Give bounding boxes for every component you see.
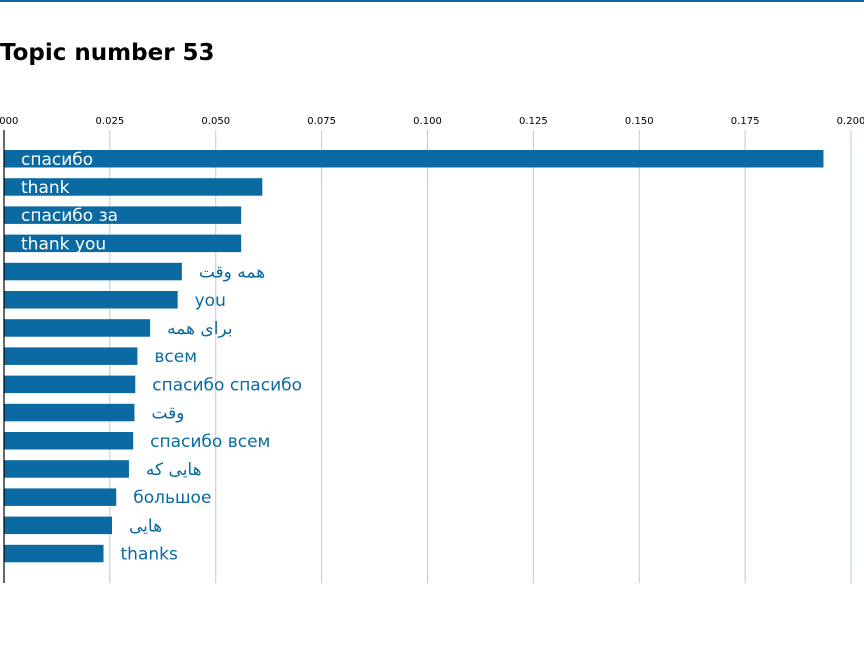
bar xyxy=(4,291,178,309)
bar-label: большое xyxy=(133,488,211,508)
bar xyxy=(4,234,242,253)
x-tick-label: 0.175 xyxy=(731,116,760,127)
bar xyxy=(4,460,129,478)
bar-label: هایی که xyxy=(146,460,202,480)
x-tick-label: 0.200 xyxy=(837,116,864,127)
bar-label: you xyxy=(195,291,226,311)
x-tick-label: 0.125 xyxy=(519,116,548,127)
bar xyxy=(4,150,824,168)
bar xyxy=(4,206,242,224)
bar xyxy=(4,516,112,535)
bar xyxy=(4,544,104,563)
bar xyxy=(4,488,117,506)
bar xyxy=(4,432,134,450)
x-tick-labels: 0.000 0.025 0.050 0.075 0.100 0.125 0.150 0.175… xyxy=(0,116,864,127)
bar xyxy=(4,262,182,281)
bar-label: وقت xyxy=(151,404,184,424)
chart-title: Topic number 53 xyxy=(0,40,215,66)
top-accent-rule xyxy=(0,0,864,2)
x-tick-label: 0.050 xyxy=(201,116,230,127)
bar-label: спасибо всем xyxy=(150,432,270,452)
bar-label: спасибо за xyxy=(21,206,118,226)
bar-labels: спасибо thank спасибо за thank you همه وقت yo… xyxy=(21,150,302,565)
x-tick-label: 0.100 xyxy=(413,116,442,127)
x-tick-label: 0.025 xyxy=(96,116,125,127)
bar-label: thank you xyxy=(21,234,106,254)
x-tick-label: 0.150 xyxy=(625,116,654,127)
bar xyxy=(4,403,135,422)
x-tick-label: 0.000 xyxy=(0,116,18,127)
bar-label: همه وقت xyxy=(199,263,265,283)
gridlines xyxy=(109,130,852,583)
bar xyxy=(4,347,138,365)
x-tick-label: 0.075 xyxy=(307,116,336,127)
bar xyxy=(4,375,136,394)
bar-label: thank xyxy=(21,178,70,198)
bar-label: برای همه xyxy=(167,319,232,339)
bar xyxy=(4,319,151,337)
bar-label: спасибо спасибо xyxy=(152,375,302,395)
bars xyxy=(4,150,824,563)
bar-label: спасибо xyxy=(21,150,93,170)
bar-label: هایی xyxy=(129,516,162,536)
bar-label: thanks xyxy=(121,545,178,565)
bar-label: всем xyxy=(154,347,197,367)
bar xyxy=(4,178,263,196)
